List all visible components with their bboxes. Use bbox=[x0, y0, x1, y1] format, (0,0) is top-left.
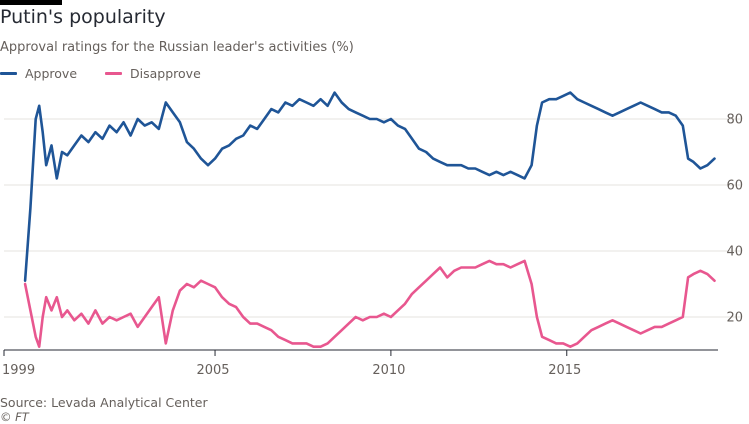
x-tick-label-2010: 2010 bbox=[372, 363, 405, 378]
legend-label-approve: Approve bbox=[25, 66, 78, 81]
source-note: Source: Levada Analytical Center bbox=[0, 395, 208, 410]
x-tick-label-2005: 2005 bbox=[196, 363, 229, 378]
y-tick-label-40: 40 bbox=[726, 245, 743, 260]
y-tick-label-80: 80 bbox=[726, 113, 743, 128]
legend-item-disapprove: Disapprove bbox=[105, 66, 201, 81]
legend-label-disapprove: Disapprove bbox=[130, 66, 201, 81]
y-tick-label-20: 20 bbox=[726, 311, 743, 326]
chart-title: Putin's popularity bbox=[0, 6, 166, 28]
series-line-disapprove bbox=[23, 259, 716, 348]
y-tick-label-60: 60 bbox=[726, 179, 743, 194]
legend-swatch-disapprove bbox=[105, 72, 123, 75]
credit-note: © FT bbox=[0, 410, 29, 424]
series-line-approve bbox=[23, 91, 716, 282]
legend: Approve Disapprove bbox=[0, 66, 229, 81]
legend-item-approve: Approve bbox=[0, 66, 77, 81]
x-tick-label-1999: 1999 bbox=[2, 363, 35, 378]
chart-subtitle: Approval ratings for the Russian leader'… bbox=[0, 40, 354, 55]
top-accent-bar bbox=[0, 0, 62, 5]
legend-swatch-approve bbox=[0, 72, 17, 75]
x-tick-label-2015: 2015 bbox=[548, 363, 581, 378]
